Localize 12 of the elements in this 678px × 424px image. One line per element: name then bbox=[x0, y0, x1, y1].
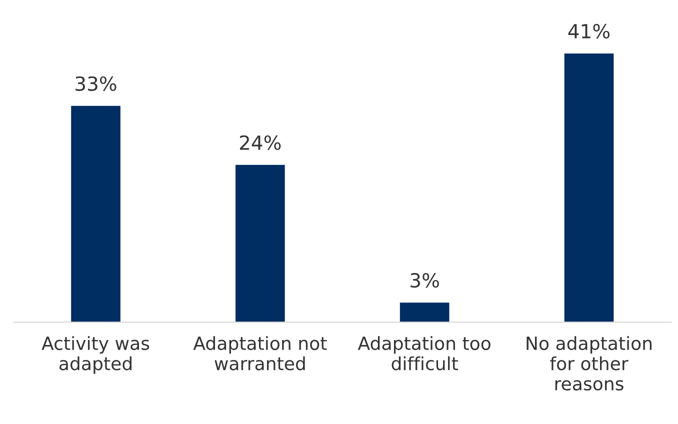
x-tick-label: Activity was adapted bbox=[42, 336, 150, 374]
bar bbox=[400, 302, 450, 322]
x-tick-label: Adaptation not warranted bbox=[193, 336, 327, 370]
x-tick-label: Adaptation too difficult bbox=[358, 336, 490, 370]
bar bbox=[236, 164, 285, 322]
data-label: 3% bbox=[410, 272, 439, 288]
data-label: 24% bbox=[240, 135, 281, 150]
data-label: 33% bbox=[76, 76, 116, 92]
bar bbox=[564, 53, 614, 322]
data-label: 41% bbox=[568, 24, 610, 39]
x-tick-label: No adaptation for other reasons bbox=[526, 336, 652, 391]
bar bbox=[71, 106, 120, 322]
